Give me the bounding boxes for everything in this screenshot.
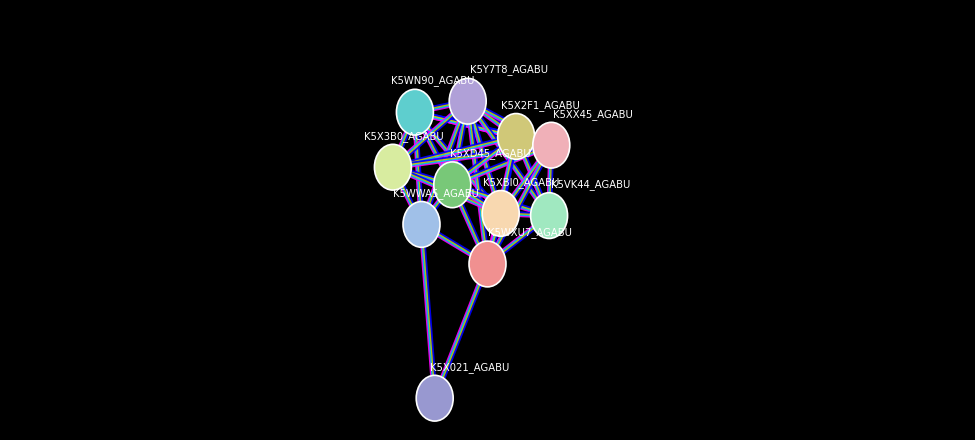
- Text: K5XD45_AGABU: K5XD45_AGABU: [450, 148, 530, 159]
- Text: K5X2F1_AGABU: K5X2F1_AGABU: [501, 100, 579, 111]
- Ellipse shape: [374, 144, 411, 190]
- Ellipse shape: [469, 241, 506, 287]
- Ellipse shape: [449, 78, 487, 124]
- Ellipse shape: [532, 122, 569, 168]
- Text: K5VK44_AGABU: K5VK44_AGABU: [551, 179, 631, 190]
- Text: K5XBI0_AGABU: K5XBI0_AGABU: [483, 177, 560, 188]
- Ellipse shape: [530, 193, 567, 238]
- Text: K5WXU7_AGABU: K5WXU7_AGABU: [488, 227, 572, 238]
- Ellipse shape: [397, 89, 433, 135]
- Text: K5X3B0_AGABU: K5X3B0_AGABU: [365, 131, 444, 142]
- Ellipse shape: [497, 114, 534, 159]
- Text: K5XX45_AGABU: K5XX45_AGABU: [554, 109, 634, 120]
- Ellipse shape: [483, 191, 519, 236]
- Text: K5X021_AGABU: K5X021_AGABU: [430, 362, 510, 373]
- Ellipse shape: [416, 375, 453, 421]
- Text: K5WN90_AGABU: K5WN90_AGABU: [391, 75, 474, 86]
- Text: K5Y7T8_AGABU: K5Y7T8_AGABU: [470, 64, 548, 75]
- Ellipse shape: [434, 162, 471, 208]
- Text: K5WWA5_AGABU: K5WWA5_AGABU: [393, 188, 479, 199]
- Ellipse shape: [403, 202, 440, 247]
